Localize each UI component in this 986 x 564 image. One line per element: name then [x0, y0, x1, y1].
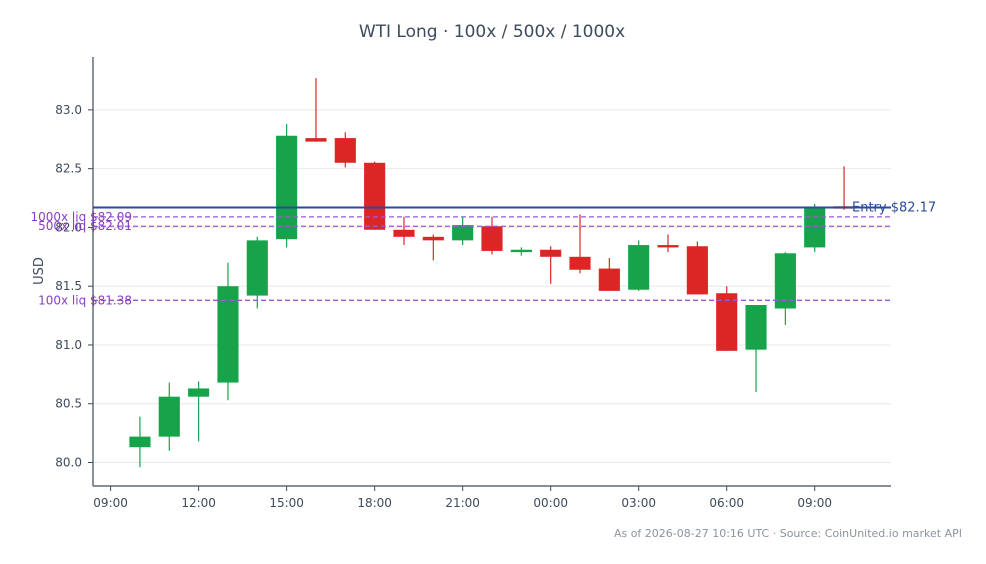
candle: [452, 216, 474, 246]
candle: [686, 241, 708, 295]
x-tick-label: 09:00: [797, 496, 832, 510]
y-tick-label: 81.0: [55, 338, 82, 352]
y-tick-label: 80.0: [55, 455, 82, 469]
candle: [657, 234, 679, 253]
y-tick-label: 80.5: [55, 397, 82, 411]
chart-title: WTI Long · 100x / 500x / 1000x: [359, 22, 625, 42]
candle: [393, 216, 415, 246]
x-tick-label: 15:00: [269, 496, 304, 510]
candle: [334, 132, 356, 168]
candle-body: [364, 162, 386, 230]
candle-body: [510, 249, 532, 253]
candle-body: [804, 207, 826, 248]
candle-body: [716, 293, 738, 351]
candle-body: [540, 249, 562, 257]
candle-body: [569, 256, 591, 270]
candle-body: [217, 286, 239, 383]
liq-label: 500x liq $82.01: [38, 219, 132, 233]
candle: [628, 240, 650, 291]
candle: [540, 246, 562, 284]
candle-body: [246, 240, 268, 296]
candle: [804, 203, 826, 253]
candles: [129, 78, 855, 468]
candle: [276, 123, 298, 248]
candle-body: [305, 138, 327, 142]
x-tick-label: 00:00: [533, 496, 568, 510]
candle: [217, 262, 239, 401]
candle-body: [452, 225, 474, 241]
y-axis-title: USD: [32, 257, 47, 285]
x-tick-label: 18:00: [357, 496, 392, 510]
candle-body: [276, 135, 298, 240]
candle: [716, 286, 738, 351]
candle: [305, 78, 327, 142]
candle: [745, 304, 767, 392]
candle-body: [334, 138, 356, 163]
liq-label: 100x liq $81.38: [38, 293, 132, 307]
x-tick-label: 06:00: [709, 496, 744, 510]
x-tick-label: 21:00: [445, 496, 480, 510]
candle-body: [598, 268, 620, 291]
x-tick-label: 09:00: [93, 496, 128, 510]
candle: [129, 416, 151, 468]
candle: [510, 247, 532, 256]
candle-body: [393, 229, 415, 237]
x-tick-label: 12:00: [181, 496, 216, 510]
candle-body: [686, 246, 708, 295]
candle-body: [422, 236, 444, 241]
candle: [598, 257, 620, 291]
axes: 80.0 80.5 81.0 81.5 82.0 82.5 83.0 09:00 12:00 15…: [55, 57, 891, 510]
candle: [158, 382, 180, 451]
entry-label: Entry $82.17: [852, 200, 936, 215]
y-tick-label: 82.5: [55, 162, 82, 176]
y-tick-label: 81.5: [55, 279, 82, 293]
candle: [422, 234, 444, 261]
y-tick-label: 83.0: [55, 103, 82, 117]
candle-body: [774, 253, 796, 309]
candle: [246, 236, 268, 309]
candle: [188, 381, 210, 442]
y-tick-label: 82.0: [55, 220, 82, 234]
candle-body: [481, 226, 503, 251]
footer-note: As of 2026-08-27 10:16 UTC · Source: Coi…: [614, 527, 962, 540]
candle: [481, 216, 503, 255]
candle: [774, 252, 796, 325]
candle-body: [657, 245, 679, 248]
candle-body: [628, 245, 650, 290]
candle-body: [188, 388, 210, 397]
liq-label: 1000x liq $82.09: [30, 210, 132, 224]
candle-body: [745, 304, 767, 350]
candle: [569, 214, 591, 274]
candle-body: [158, 396, 180, 437]
candle-body: [129, 436, 151, 448]
gridlines: [93, 109, 891, 463]
x-tick-label: 03:00: [621, 496, 656, 510]
candle: [364, 161, 386, 230]
